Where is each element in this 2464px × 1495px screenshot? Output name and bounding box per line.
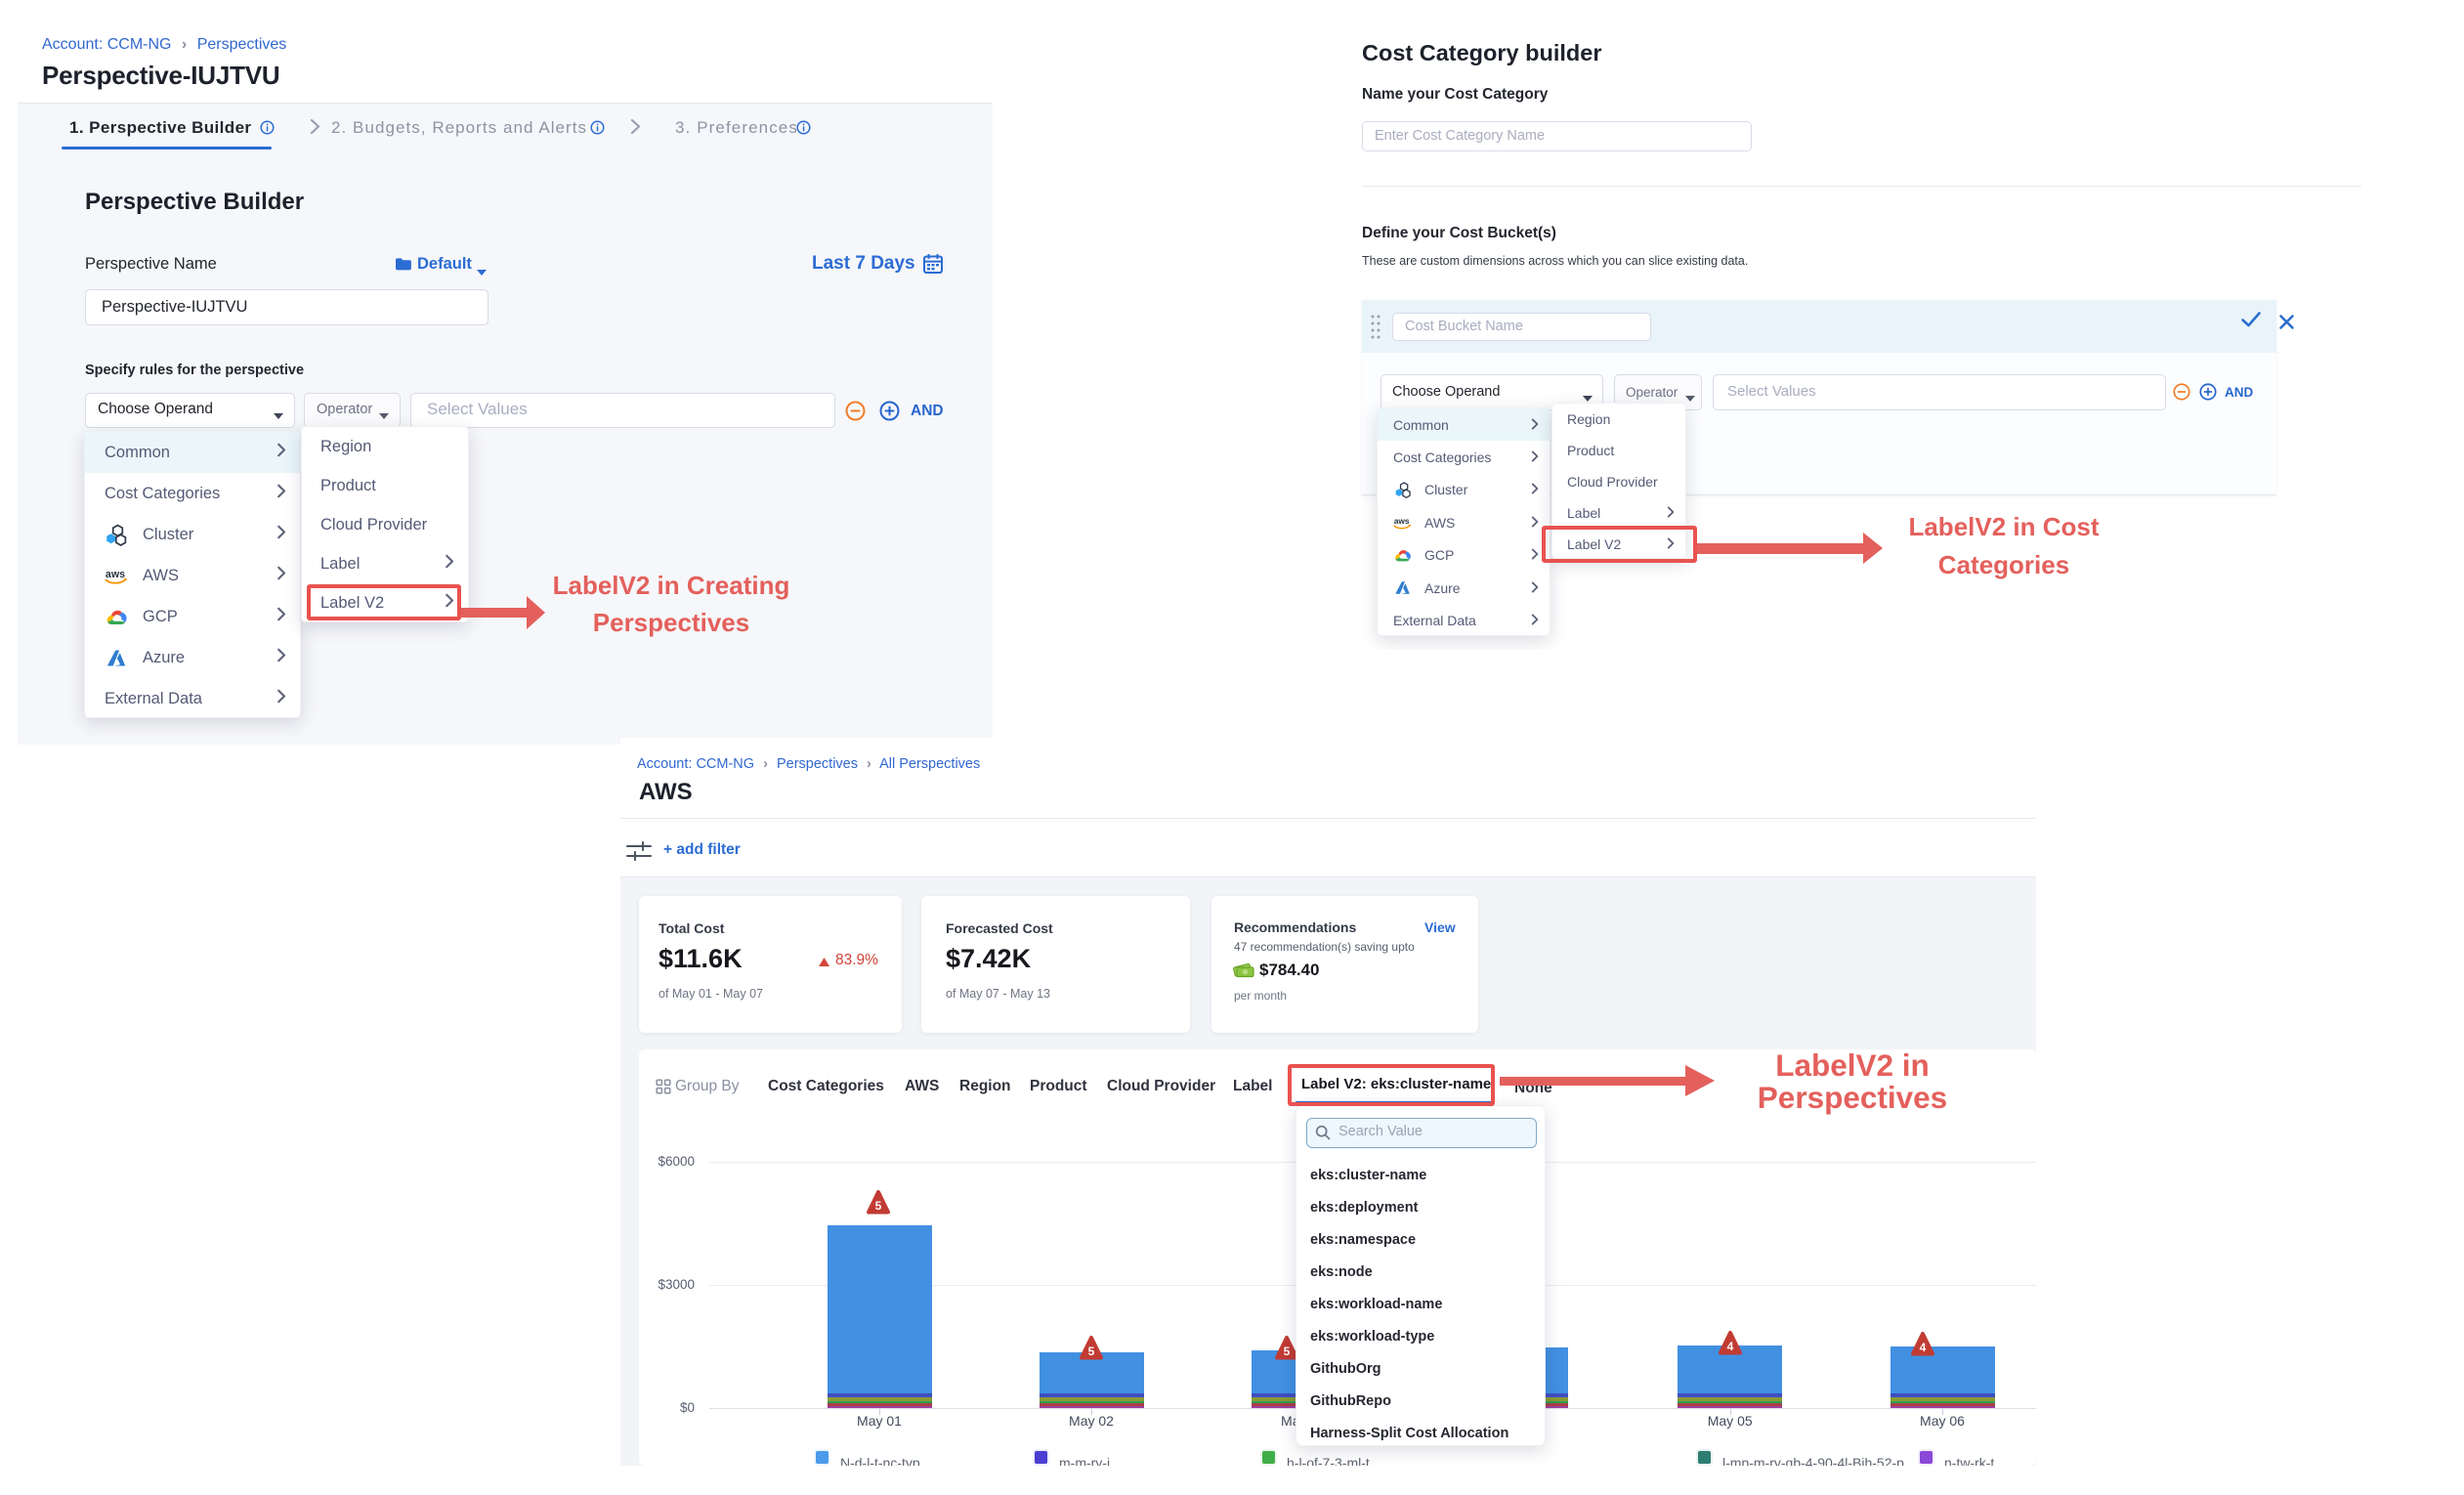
svg-text:5: 5 <box>1088 1345 1095 1358</box>
svg-text:aws: aws <box>1394 516 1410 526</box>
svg-text:5: 5 <box>1284 1345 1291 1358</box>
svg-text:5: 5 <box>875 1199 882 1213</box>
svg-text:4: 4 <box>1920 1341 1927 1354</box>
svg-text:4: 4 <box>1726 1340 1733 1353</box>
svg-text:aws: aws <box>106 568 125 579</box>
